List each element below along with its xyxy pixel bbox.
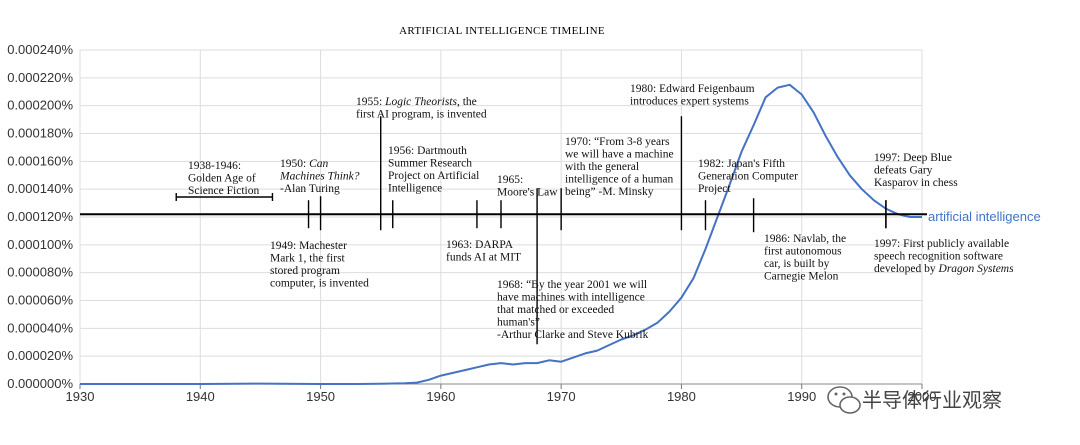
annotation-text: 1950: Can — [280, 158, 328, 170]
annotation-text: with the general — [565, 161, 639, 173]
annotation-text: 1980: Edward Feigenbaum — [630, 83, 755, 95]
annotation-text: stored program — [270, 265, 340, 277]
annotation-text: first AI program, is invented — [356, 109, 487, 121]
annotation-text: first autonomous — [764, 246, 842, 258]
annotation-text: 1949: Machester — [270, 240, 347, 252]
y-tick-label: 0.000040% — [7, 320, 73, 335]
y-tick-label: 0.000120% — [7, 209, 73, 224]
wechat-icon — [827, 386, 861, 414]
x-tick-label: 1990 — [787, 389, 816, 404]
annotation-text: 1963: DARPA — [446, 239, 514, 251]
grid — [79, 49, 923, 385]
y-axis: 0.000000% 0.000020% 0.000040% 0.000060% 0.00… — [7, 42, 73, 391]
annotation-text: human's” — [497, 317, 540, 329]
series-label: artificial intelligence — [928, 209, 1041, 224]
y-tick-label: 0.000180% — [7, 126, 73, 141]
annotation-text: that matched or exceeded — [497, 304, 614, 316]
x-tick-label: 1950 — [306, 389, 335, 404]
annotation-text: car, is built by — [764, 258, 830, 270]
x-tick-label: 1960 — [426, 389, 455, 404]
watermark: 半导体行业观察 — [827, 386, 1002, 414]
annotation-text: Generation Computer — [698, 171, 798, 183]
x-tick-label: 1930 — [66, 389, 95, 404]
annotation-text: have machines with intelligence — [497, 292, 645, 304]
y-tick-label: 0.000140% — [7, 181, 73, 196]
y-tick-label: 0.000060% — [7, 293, 73, 308]
x-tick-label: 1970 — [547, 389, 576, 404]
annotation-text: funds AI at MIT — [446, 252, 521, 264]
x-tick-label: 1980 — [667, 389, 696, 404]
annotation-text: Summer Research — [388, 158, 472, 170]
y-tick-label: 0.000000% — [7, 376, 73, 391]
y-tick-label: 0.000080% — [7, 265, 73, 280]
annotation-text: 1968: “By the year 2001 we will — [497, 279, 647, 291]
annotation-text: -Alan Turing — [280, 183, 340, 195]
annotation-text: Golden Age of — [188, 173, 256, 185]
annotation-text: 1956: Dartmouth — [388, 145, 467, 157]
series-line — [80, 83, 922, 385]
y-tick-label: 0.000220% — [7, 70, 73, 85]
annotation-text: Kasparov in chess — [874, 177, 958, 189]
y-tick-label: 0.000160% — [7, 153, 73, 168]
x-tick-label: 2000 — [908, 389, 937, 404]
annotation-text: 1938-1946: — [188, 160, 241, 172]
x-axis: 1930 1940 1950 1960 1970 1980 1990 2000 — [66, 383, 937, 404]
annotation-text: Science Fiction — [188, 185, 259, 197]
annotation-text: 1986: Navlab, the — [764, 233, 846, 245]
annotation-text: Intelligence — [388, 183, 442, 195]
annotation-text: -Arthur Clarke and Steve Kubrik — [497, 329, 649, 341]
x-tick-label: 1940 — [186, 389, 215, 404]
annotation-text: we will have a machine — [565, 149, 674, 161]
annotation-text: Project — [698, 183, 731, 195]
annotation-text: 1997: Deep Blue — [874, 152, 952, 164]
annotation-text: developed by Dragon Systems — [874, 263, 1014, 275]
y-tick-label: 0.000020% — [7, 348, 73, 363]
annotation-text: Mark 1, the first — [270, 253, 346, 265]
annotation-text: computer, is invented — [270, 278, 369, 290]
annotation-text: Carnegie Melon — [764, 271, 839, 283]
annotation-text: 1997: First publicly available — [874, 238, 1009, 250]
annotation-text: being” -M. Minsky — [565, 186, 654, 198]
plot-area: artificial intelligence — [80, 83, 1041, 385]
annotation: 1965:Moore's Law — [497, 174, 558, 229]
annotation-text: speech recognition software — [874, 251, 1003, 263]
annotation-text: defeats Gary — [874, 165, 933, 177]
annotation-text: 1965: — [497, 174, 523, 186]
annotation-text: 1955: Logic Theorists, the — [356, 96, 477, 108]
y-tick-label: 0.000200% — [7, 98, 73, 113]
annotation-text: 1982: Japan's Fifth — [698, 158, 785, 170]
annotation-text: 1970: “From 3-8 years — [565, 136, 670, 148]
annotation-text: intelligence of a human — [565, 174, 674, 186]
annotation-text: Moore's Law — [497, 187, 558, 199]
y-tick-label: 0.000240% — [7, 42, 73, 57]
annotation-text: Machines Think? — [279, 171, 360, 183]
annotation-text: Project on Artificial — [388, 170, 479, 182]
chart-title: ARTIFICIAL INTELLIGENCE TIMELINE — [399, 25, 605, 37]
annotation-text: introduces expert systems — [630, 96, 749, 108]
y-tick-label: 0.000100% — [7, 237, 73, 252]
watermark-text: 半导体行业观察 — [862, 388, 1002, 412]
